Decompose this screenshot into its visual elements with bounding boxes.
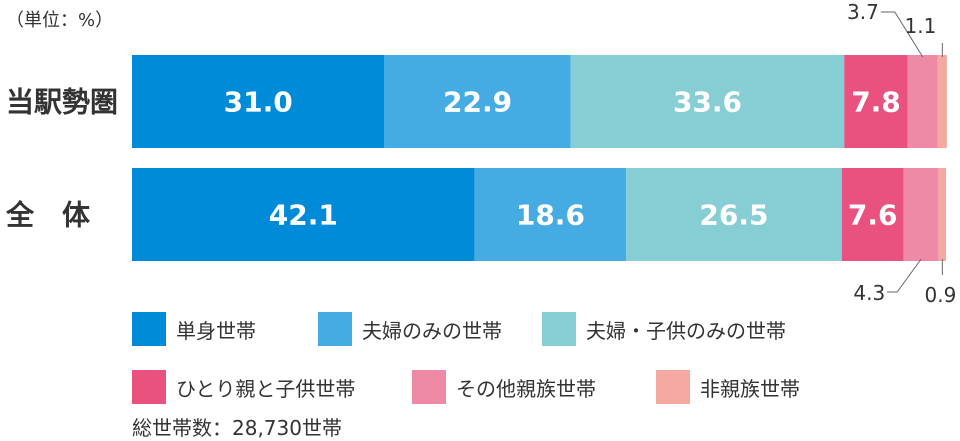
legend-label: 非親族世帯 xyxy=(700,376,800,401)
leader-line xyxy=(880,11,924,58)
legend-label: ひとり親と子供世帯 xyxy=(176,376,356,401)
bar-segment xyxy=(907,55,938,148)
legend-item: 単身世帯 xyxy=(132,312,256,346)
data-label: 26.5 xyxy=(699,199,768,232)
legend-label: 単身世帯 xyxy=(176,318,256,343)
bar-segment xyxy=(132,55,385,148)
legend-item: 非親族世帯 xyxy=(656,370,800,404)
legend-item: 夫婦・子供のみの世帯 xyxy=(542,312,786,346)
legend-swatch xyxy=(132,370,166,404)
external-data-label: 0.9 xyxy=(925,283,957,307)
legend-item: ひとり親と子供世帯 xyxy=(132,370,355,404)
data-label: 42.1 xyxy=(269,199,338,232)
external-data-label: 4.3 xyxy=(853,281,885,305)
external-data-label: 3.7 xyxy=(847,0,879,24)
bar-segment xyxy=(384,55,571,148)
data-label: 18.6 xyxy=(516,199,585,232)
data-label: 33.6 xyxy=(673,86,742,119)
bar-segment xyxy=(474,168,627,261)
bar-segment xyxy=(903,168,939,261)
legend-label: 夫婦・子供のみの世帯 xyxy=(586,318,786,343)
bar-segment xyxy=(132,168,475,261)
bar-segment xyxy=(844,55,908,148)
legend-item: その他親族世帯 xyxy=(412,370,596,404)
legend-swatch xyxy=(132,312,166,346)
legend-swatch xyxy=(656,370,690,404)
data-label: 7.6 xyxy=(848,199,898,232)
category-label: 当駅勢圏 xyxy=(6,86,118,119)
legend-swatch xyxy=(542,312,576,346)
bar-segment xyxy=(937,55,947,148)
bar-segment xyxy=(570,55,845,148)
total-households-label: 総世帯数：28,730世帯 xyxy=(132,416,342,440)
data-label: 22.9 xyxy=(443,86,512,119)
legend-label: その他親族世帯 xyxy=(456,376,596,401)
legend-item: 夫婦のみの世帯 xyxy=(318,312,502,346)
leader-line xyxy=(887,258,922,293)
unit-label: （単位：%） xyxy=(6,10,114,31)
data-label: 7.8 xyxy=(851,86,901,119)
legend-swatch xyxy=(412,370,446,404)
data-label: 31.0 xyxy=(224,86,293,119)
legend-swatch xyxy=(318,312,352,346)
bar-segment xyxy=(626,168,842,261)
bar-segment xyxy=(938,168,946,261)
bar-segment xyxy=(841,168,904,261)
external-data-label: 1.1 xyxy=(905,14,937,38)
category-label: 全 体 xyxy=(5,199,91,232)
legend-label: 夫婦のみの世帯 xyxy=(362,318,502,343)
